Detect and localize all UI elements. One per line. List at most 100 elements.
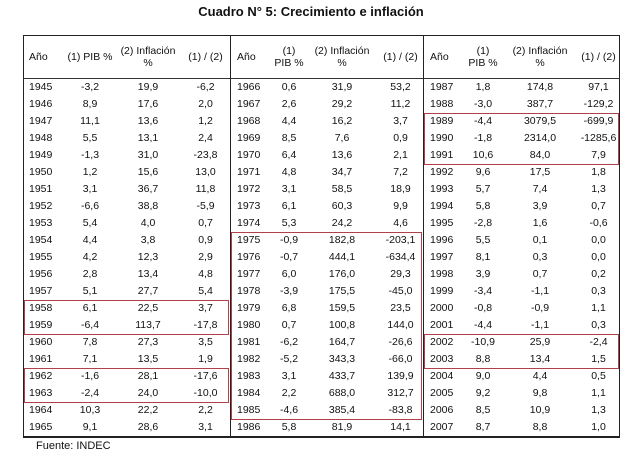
cell-year: 1975 [237, 234, 261, 246]
table-row: 2003 8,8 13,4 1,5 [424, 351, 620, 368]
cell-ratio: 18,9 [390, 183, 411, 195]
cell-pib: 3,1 [281, 183, 297, 195]
table-row: 1976 -0,7 444,1 -634,4 [231, 249, 423, 266]
cell-year: 1963 [29, 387, 53, 399]
cell-ratio: -129,2 [583, 98, 614, 110]
header-inflation: (2) Inflación % [307, 35, 377, 79]
cell-inflation: 8,8 [532, 421, 548, 433]
cell-pib: -1,3 [80, 149, 100, 161]
cell-year: 1980 [237, 319, 261, 331]
cell-year: 1979 [237, 302, 261, 314]
cell-ratio: 29,3 [390, 268, 411, 280]
cell-ratio: 139,9 [387, 370, 414, 382]
cell-inflation: 385,4 [328, 404, 356, 416]
cell-inflation: 36,7 [137, 183, 159, 195]
cell-inflation: 81,9 [331, 421, 353, 433]
cell-inflation: 13,4 [529, 353, 551, 365]
table-row: 1986 5,8 81,9 14,1 [231, 419, 423, 436]
table-row: 1988 -3,0 387,7 -129,2 [424, 96, 620, 113]
cell-ratio: 2,2 [198, 404, 213, 416]
cell-year: 1969 [237, 132, 261, 144]
cell-pib: 7,8 [82, 336, 98, 348]
table-row: 1979 6,8 159,5 23,5 [231, 300, 423, 317]
table-row: 1973 6,1 60,3 9,9 [231, 198, 423, 215]
cell-year: 1952 [29, 200, 53, 212]
cell-pib: 8,9 [82, 98, 98, 110]
cell-inflation: 13,6 [137, 115, 159, 127]
cell-pib: 10,6 [472, 149, 494, 161]
cell-ratio: -634,4 [385, 251, 416, 263]
cell-inflation: 4,4 [532, 370, 548, 382]
table-row: 1995 -2,8 1,6 -0,6 [424, 215, 620, 232]
cell-year: 2004 [430, 370, 454, 382]
cell-ratio: -699,9 [583, 115, 614, 127]
cell-ratio: -83,8 [388, 404, 413, 416]
table-row: 1956 2,8 13,4 4,8 [23, 266, 230, 283]
cell-ratio: 0,3 [591, 285, 606, 297]
cell-ratio: 0,9 [198, 234, 213, 246]
table-row: 1981 -6,2 164,7 -26,6 [231, 334, 423, 351]
table-row: 1977 6,0 176,0 29,3 [231, 266, 423, 283]
cell-year: 1996 [430, 234, 454, 246]
cell-inflation: 2314,0 [523, 132, 557, 144]
cell-ratio: 1,1 [591, 302, 606, 314]
cell-pib: -2,8 [473, 217, 493, 229]
cell-pib: -4,6 [279, 404, 299, 416]
cell-pib: 5,8 [281, 421, 297, 433]
cell-pib: 2,6 [281, 98, 297, 110]
cell-inflation: 16,2 [331, 115, 353, 127]
cell-year: 1962 [29, 370, 53, 382]
table-row: 1950 1,2 15,6 13,0 [23, 164, 230, 181]
header-row: Año (1) PIB % (2) Inflación % (1) / (2) [23, 35, 230, 79]
cell-pib: 3,1 [82, 183, 98, 195]
cell-ratio: 2,9 [198, 251, 213, 263]
cell-ratio: 1,8 [591, 166, 606, 178]
cell-pib: 5,4 [82, 217, 98, 229]
cell-inflation: 7,6 [334, 132, 350, 144]
table-row: 1962 -1,6 28,1 -17,6 [23, 368, 230, 385]
cell-pib: 5,7 [475, 183, 491, 195]
table-row: 1996 5,5 0,1 0,0 [424, 232, 620, 249]
cell-inflation: 387,7 [526, 98, 554, 110]
cell-ratio: -1285,6 [580, 132, 617, 144]
header-ratio: (1) / (2) [377, 35, 423, 79]
cell-year: 1958 [29, 302, 53, 314]
cell-inflation: 28,6 [137, 421, 159, 433]
cell-ratio: 4,8 [198, 268, 213, 280]
cell-year: 1990 [430, 132, 454, 144]
source-note: Fuente: INDEC [36, 440, 111, 452]
cell-pib: -4,4 [473, 115, 493, 127]
cell-ratio: 3,7 [393, 115, 408, 127]
cell-ratio: 1,3 [591, 404, 606, 416]
cell-year: 1973 [237, 200, 261, 212]
cell-inflation: 31,0 [137, 149, 159, 161]
cell-year: 1968 [237, 115, 261, 127]
cell-inflation: 12,3 [137, 251, 159, 263]
cell-inflation: 31,9 [331, 81, 353, 93]
cell-pib: 5,5 [82, 132, 98, 144]
cell-inflation: 7,4 [532, 183, 548, 195]
header-year: Año [424, 35, 462, 79]
cell-year: 1965 [29, 421, 53, 433]
cell-year: 1972 [237, 183, 261, 195]
table-row: 2005 9,2 9,8 1,1 [424, 385, 620, 402]
table-row: 1949 -1,3 31,0 -23,8 [23, 147, 230, 164]
cell-year: 1960 [29, 336, 53, 348]
cell-ratio: -0,6 [589, 217, 608, 229]
cell-pib: 5,3 [281, 217, 297, 229]
cell-inflation: 164,7 [328, 336, 356, 348]
cell-year: 2003 [430, 353, 454, 365]
cell-year: 1951 [29, 183, 53, 195]
cell-year: 1981 [237, 336, 261, 348]
cell-year: 2006 [430, 404, 454, 416]
cell-ratio: 2,4 [198, 132, 213, 144]
cell-pib: 11,1 [80, 115, 100, 127]
cell-year: 1971 [237, 166, 261, 178]
cell-ratio: 0,5 [591, 370, 606, 382]
cell-ratio: 0,0 [591, 251, 606, 263]
cell-ratio: 2,1 [393, 149, 408, 161]
cell-year: 1991 [430, 149, 454, 161]
cell-ratio: 7,2 [393, 166, 408, 178]
table-row: 1966 0,6 31,9 53,2 [231, 79, 423, 97]
cell-inflation: 24,2 [331, 217, 353, 229]
